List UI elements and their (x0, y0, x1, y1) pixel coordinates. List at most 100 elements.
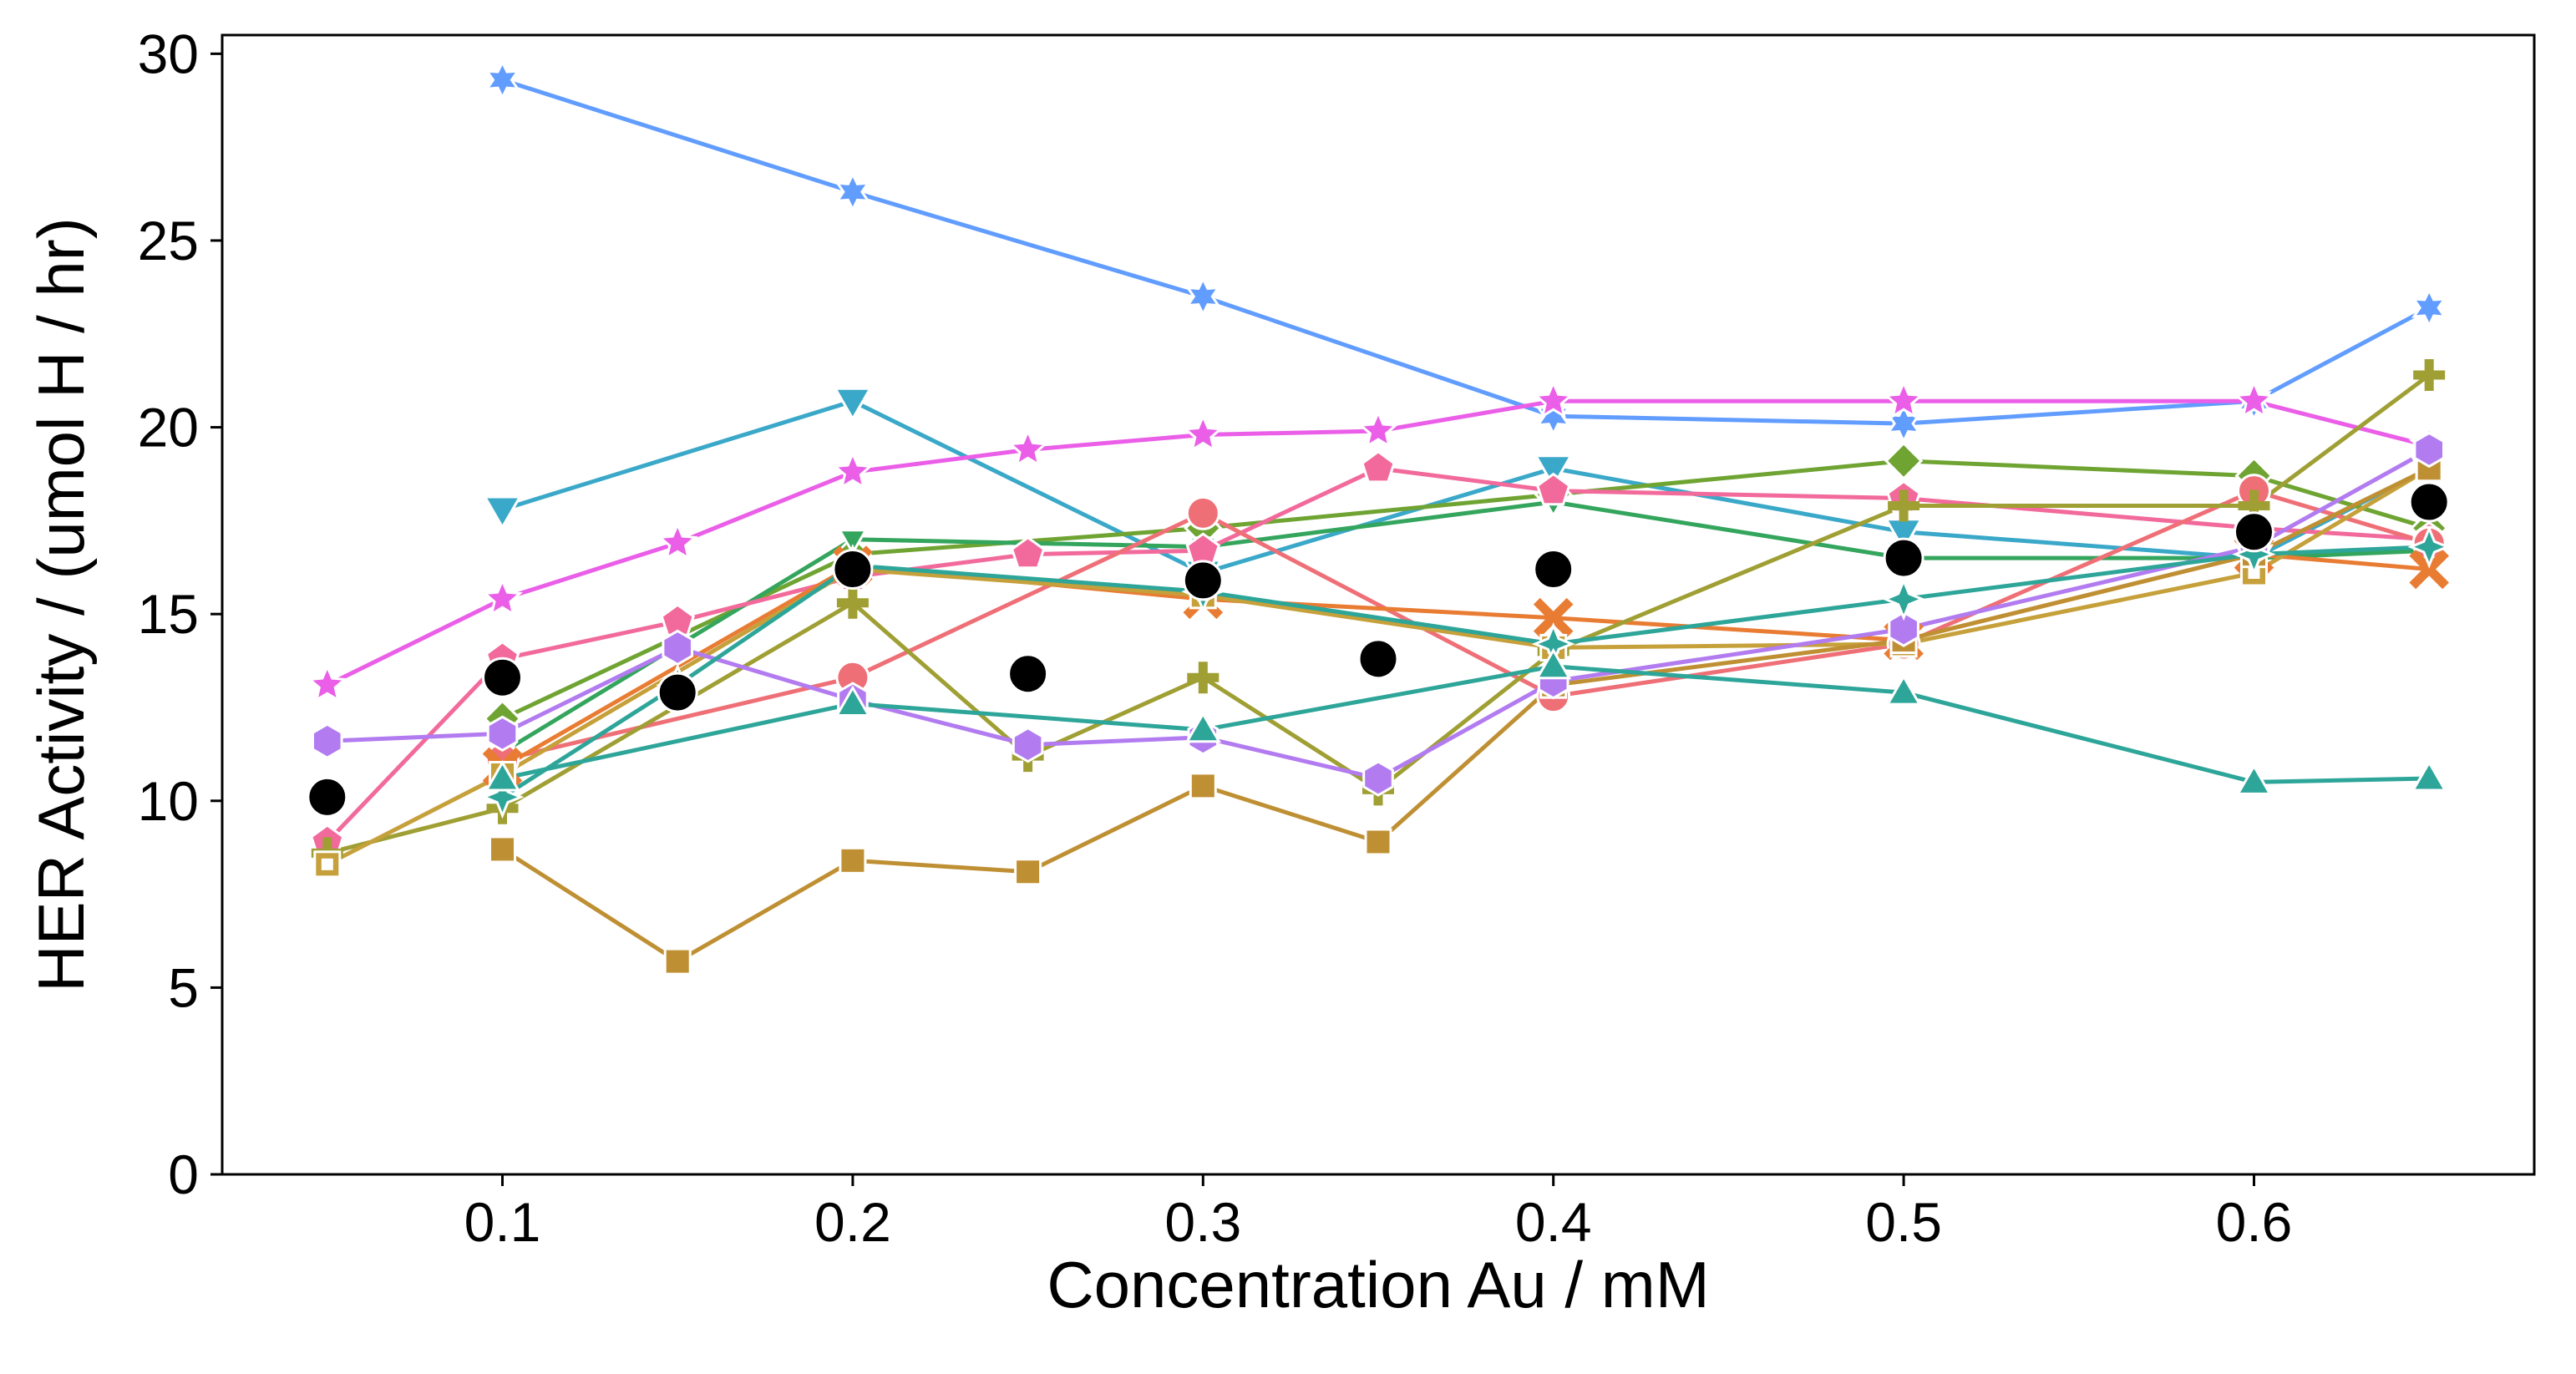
data-point (1007, 428, 1049, 468)
series-line (327, 448, 2431, 781)
y-tick-label: 5 (168, 956, 199, 1018)
y-tick-label: 10 (138, 770, 199, 832)
x-tick-label: 0.6 (2216, 1191, 2293, 1253)
data-point (1362, 760, 1394, 797)
data-point (662, 629, 693, 667)
data-point (2411, 287, 2447, 328)
data-point (657, 521, 698, 561)
series-0-markers (484, 59, 2447, 444)
data-point (1357, 409, 1399, 449)
series-2-markers (307, 379, 2450, 702)
series-9 (326, 466, 2431, 867)
data-point (663, 947, 692, 976)
data-point (484, 759, 521, 792)
data-point (1187, 662, 1220, 694)
data-point (486, 715, 519, 753)
y-axis-label: HER Activity / (umol H / hr) (24, 217, 98, 991)
series-line (326, 466, 2431, 867)
series-6-markers (485, 474, 2447, 778)
data-point (1185, 495, 1220, 530)
series-line (501, 78, 2431, 426)
y-tick-label: 30 (138, 23, 199, 84)
y-tick-label: 15 (138, 583, 199, 645)
data-point (313, 850, 342, 879)
data-point (1010, 535, 1046, 570)
y-tick-label: 20 (138, 397, 199, 459)
data-point (1885, 403, 1922, 444)
data-point (1534, 647, 1572, 680)
data-point (1189, 772, 1217, 800)
data-point (1883, 379, 1924, 419)
data-point (1535, 395, 1571, 437)
x-tick-label: 0.3 (1164, 1191, 1241, 1253)
x-axis: 0.1 0.2 0.3 0.4 0.5 0.6 (464, 1174, 2293, 1253)
data-point (832, 450, 874, 490)
y-tick-label: 25 (138, 210, 199, 271)
series-line (501, 398, 2431, 575)
series-11 (327, 448, 2431, 781)
data-point (833, 387, 873, 422)
data-point (480, 775, 525, 819)
data-point (1364, 828, 1392, 856)
data-point (1888, 489, 1920, 522)
data-point (1357, 638, 1399, 680)
data-point (1014, 858, 1042, 886)
data-point (489, 835, 517, 864)
series-layer (307, 59, 2452, 976)
data-point (1184, 711, 1222, 743)
data-point (312, 722, 343, 759)
data-point (1883, 537, 1924, 579)
data-point (834, 685, 871, 717)
data-point (2407, 525, 2452, 569)
data-point (1007, 653, 1049, 695)
data-point (837, 529, 869, 555)
series-line (501, 466, 2431, 964)
data-point (481, 577, 524, 617)
x-axis-label: Concentration Au / mM (1047, 1248, 1709, 1321)
y-axis: 0 5 10 15 20 25 30 (138, 23, 222, 1205)
series-11-markers (312, 431, 2445, 797)
data-point (307, 663, 348, 702)
data-point (1882, 577, 1926, 621)
data-point (1361, 449, 1396, 484)
series-7-markers (482, 534, 2449, 788)
data-point (484, 59, 520, 101)
series-10 (501, 466, 2431, 964)
y-tick-label: 0 (168, 1143, 199, 1205)
series-line (501, 552, 2430, 769)
series-line (501, 545, 2430, 799)
data-point (2408, 481, 2450, 523)
data-point (832, 549, 874, 591)
series-1-markers (483, 387, 2449, 593)
data-point (657, 672, 698, 713)
series-10-markers (489, 454, 2443, 976)
data-point (1182, 560, 1224, 601)
data-point (1012, 726, 1044, 763)
x-tick-label: 0.1 (464, 1191, 541, 1253)
series-1 (501, 398, 2431, 575)
data-point (2232, 532, 2276, 576)
plot-frame (221, 33, 2536, 1176)
data-point (1182, 413, 1224, 453)
x-tick-label: 0.2 (814, 1191, 891, 1253)
series-0 (501, 78, 2431, 426)
data-point (1533, 379, 1575, 419)
data-point (1533, 597, 1574, 638)
data-point (1885, 674, 1922, 706)
series-12 (501, 545, 2430, 799)
data-point (2235, 763, 2273, 795)
data-point (2411, 759, 2447, 792)
data-point (2413, 358, 2446, 391)
data-point (483, 495, 522, 530)
data-point (836, 586, 869, 619)
data-point (1884, 441, 1924, 480)
series-7 (501, 552, 2430, 769)
data-point (307, 776, 348, 818)
data-point (1533, 549, 1575, 591)
data-point (2233, 511, 2274, 553)
data-point (2233, 379, 2275, 419)
data-point (1534, 454, 1574, 489)
data-point (839, 846, 867, 875)
data-point (1185, 276, 1221, 317)
